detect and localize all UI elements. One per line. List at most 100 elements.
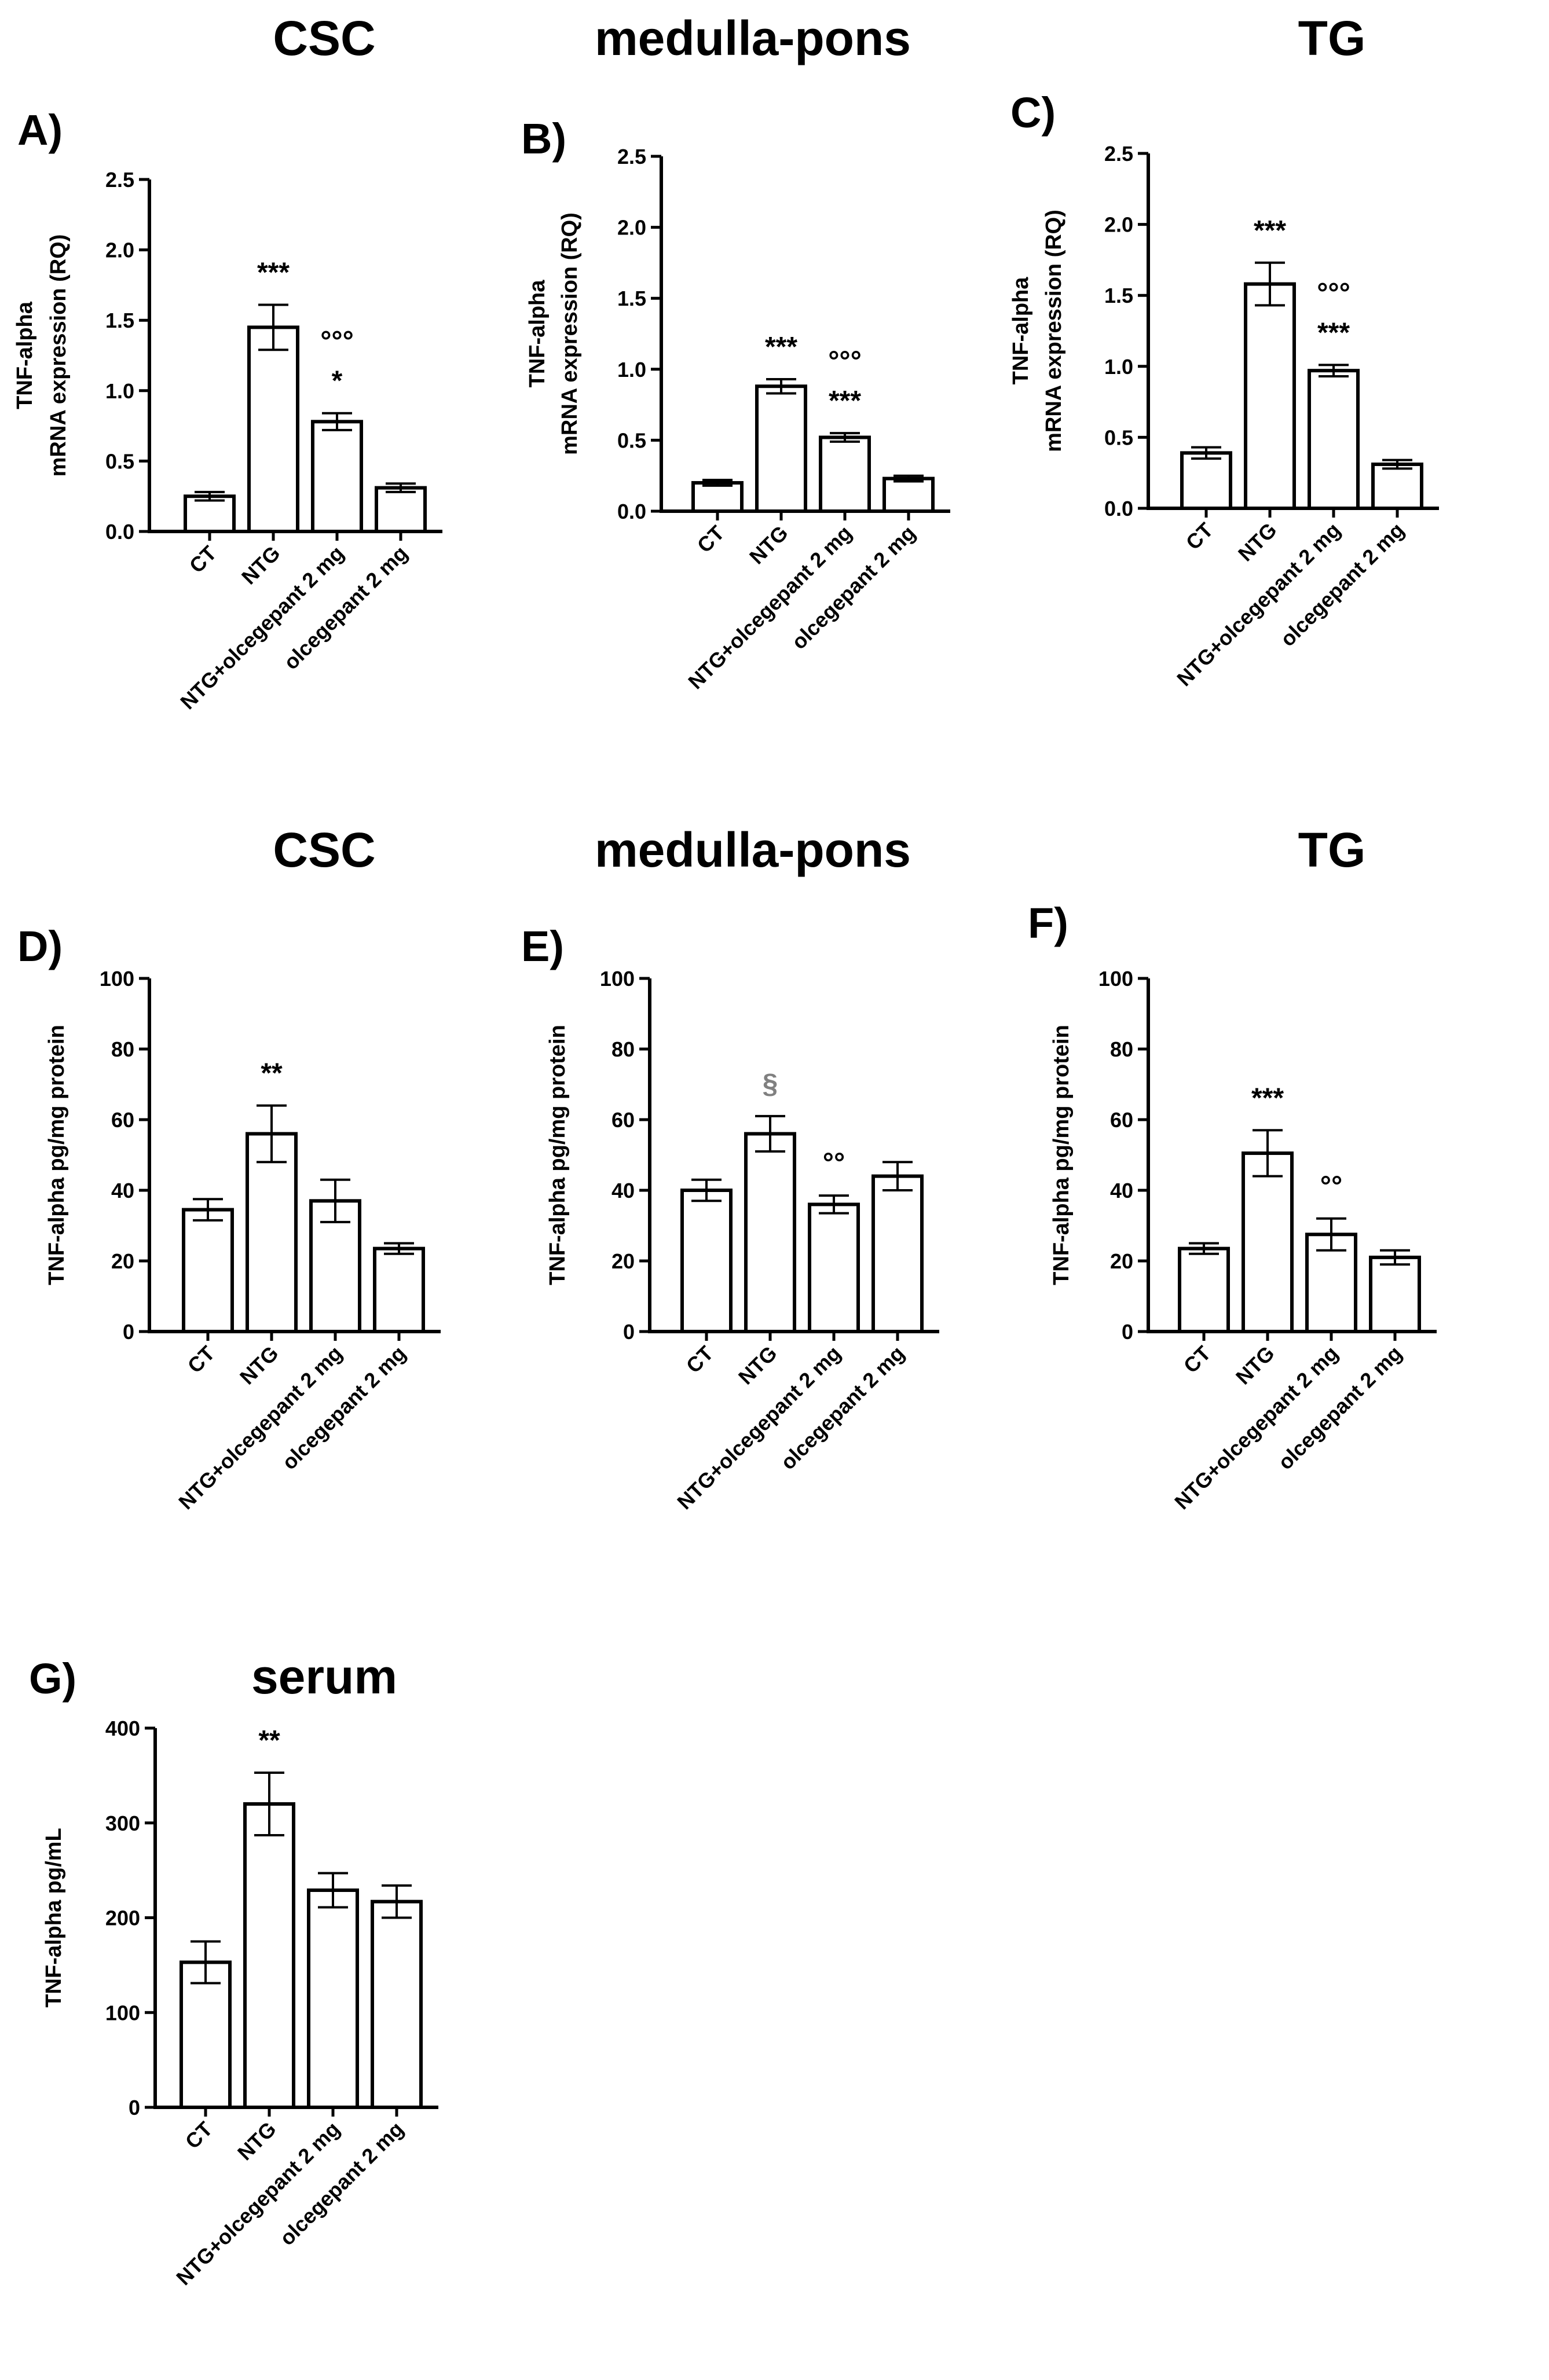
chart-title: CSC [273, 823, 375, 877]
x-tick-label: CT [682, 1341, 718, 1378]
bar [808, 1202, 860, 1333]
y-tick-label: 60 [1110, 1108, 1133, 1132]
error-bar [766, 377, 796, 395]
x-tick-label: olcegepant 2 mg [1276, 518, 1409, 651]
x-tick-label: NTG [1231, 1341, 1279, 1389]
error-bar [322, 412, 352, 431]
x-tick-label: NTG [233, 2117, 281, 2165]
y-tick-label: 1.0 [1104, 355, 1133, 379]
y-axis-label: TNF-alpha pg/mg protein [545, 1025, 570, 1285]
y-tick-label: 0.0 [105, 520, 134, 544]
x-tick-label: olcegepant 2 mg [279, 541, 412, 674]
y-tick-label: 0.5 [105, 449, 134, 473]
y-tick-label: 100 [105, 2001, 140, 2025]
error-bar [893, 474, 924, 483]
error-bar [691, 1178, 722, 1202]
x-tick-label: NTG [745, 521, 793, 569]
bar [243, 1802, 295, 2109]
error-bar [755, 1114, 785, 1153]
bar [755, 384, 807, 513]
x-tick-label: CT [183, 1341, 219, 1378]
y-axis-label: mRNA expression (RQ) [46, 234, 71, 477]
x-tick-label: olcegepant 2 mg [787, 521, 920, 654]
chart-title: TG [1298, 11, 1366, 65]
bar [882, 476, 935, 514]
y-tick-label: 0 [129, 2096, 140, 2119]
error-bar [1191, 446, 1221, 460]
y-tick-label: 2.0 [1104, 213, 1133, 237]
panel-d: CSC D) TNF-alpha pg/mg protein 0 20 40 60 80 100… [17, 823, 441, 1514]
error-bar [830, 432, 860, 443]
error-bar [195, 490, 225, 502]
bar [371, 1899, 423, 2110]
bar [1180, 451, 1232, 511]
y-axis-label: TNF-alpha pg/mg protein [45, 1025, 69, 1285]
significance-label: ** [261, 1058, 283, 1089]
bar [373, 1246, 425, 1333]
bar [871, 1174, 924, 1333]
bar [307, 1888, 359, 2109]
y-tick-label: 100 [1098, 967, 1133, 991]
x-tick-label: olcegepant 2 mg [1273, 1341, 1407, 1475]
y-tick-label: 0 [623, 1320, 635, 1344]
x-tick-label: CT [1179, 1341, 1215, 1378]
y-tick-label: 1.5 [617, 287, 646, 310]
error-bar [258, 303, 288, 351]
significance-label: ** [258, 1725, 280, 1756]
y-tick-label: 300 [105, 1811, 140, 1835]
bar [1371, 462, 1423, 510]
x-tick-label: olcegepant 2 mg [275, 2117, 408, 2250]
x-tick-label: NTG [237, 541, 285, 589]
y-tick-label: 1.0 [105, 379, 134, 403]
y-tick-label: 2.0 [105, 239, 134, 262]
y-tick-label: 0.5 [1104, 426, 1133, 449]
bar [1178, 1246, 1230, 1333]
y-tick-label: 40 [111, 1179, 134, 1202]
error-bar [1319, 364, 1349, 377]
panel-g: serum G) TNF-alpha pg/mL 0 100 200 300 400 CT NTG… [29, 1649, 438, 2290]
error-bar [1316, 1217, 1346, 1252]
y-tick-label: 20 [111, 1249, 134, 1273]
bar [246, 1132, 298, 1334]
y-axis-label: mRNA expression (RQ) [558, 212, 582, 455]
error-bar [1253, 1129, 1283, 1178]
y-tick-label: 80 [1110, 1037, 1133, 1061]
y-tick-label: 1.0 [617, 358, 646, 382]
bar [247, 325, 299, 533]
significance-label: °° [823, 1148, 845, 1179]
y-tick-label: 0.0 [1104, 497, 1133, 520]
y-tick-label: 0 [1122, 1320, 1133, 1344]
x-tick-label: CT [185, 541, 221, 578]
significance-label: *** [257, 257, 290, 288]
significance-label: °°° [1317, 278, 1350, 309]
error-bar [320, 1178, 350, 1223]
significance-label: °°° [828, 346, 862, 377]
x-tick-label: CT [693, 521, 729, 558]
error-bar [1255, 261, 1285, 307]
panel-e: medulla-pons E) TNF-alpha pg/mg protein 0 20… [521, 823, 939, 1514]
error-bar [386, 482, 416, 493]
bar [691, 481, 744, 514]
y-tick-label: 100 [600, 967, 635, 991]
bar [819, 435, 871, 513]
x-tick-label: CT [181, 2117, 217, 2154]
y-tick-label: 20 [1110, 1249, 1133, 1273]
y-tick-label: 100 [100, 967, 134, 991]
x-tick-label: olcegepant 2 mg [776, 1341, 909, 1475]
chart-title: medulla-pons [595, 11, 911, 65]
panel-a: CSC A) TNF-alpha mRNA expression (RQ) 0.0 0.5… [13, 11, 442, 714]
x-tick-label: olcegepant 2 mg [277, 1341, 411, 1475]
significance-label: § [763, 1069, 778, 1099]
error-bar [254, 1771, 284, 1837]
significance-label: °°° [320, 327, 354, 357]
y-axis-label: TNF-alpha [525, 280, 550, 388]
bar [1369, 1255, 1421, 1333]
x-tick-label: NTG [235, 1341, 283, 1389]
error-bar [318, 1872, 348, 1909]
y-tick-label: 80 [611, 1037, 635, 1061]
y-tick-label: 40 [611, 1179, 635, 1202]
panel-c: TG C) TNF-alpha mRNA expression (RQ) 0.0 0.5 1… [1009, 11, 1439, 691]
bar [375, 486, 427, 533]
error-bar [384, 1242, 414, 1255]
